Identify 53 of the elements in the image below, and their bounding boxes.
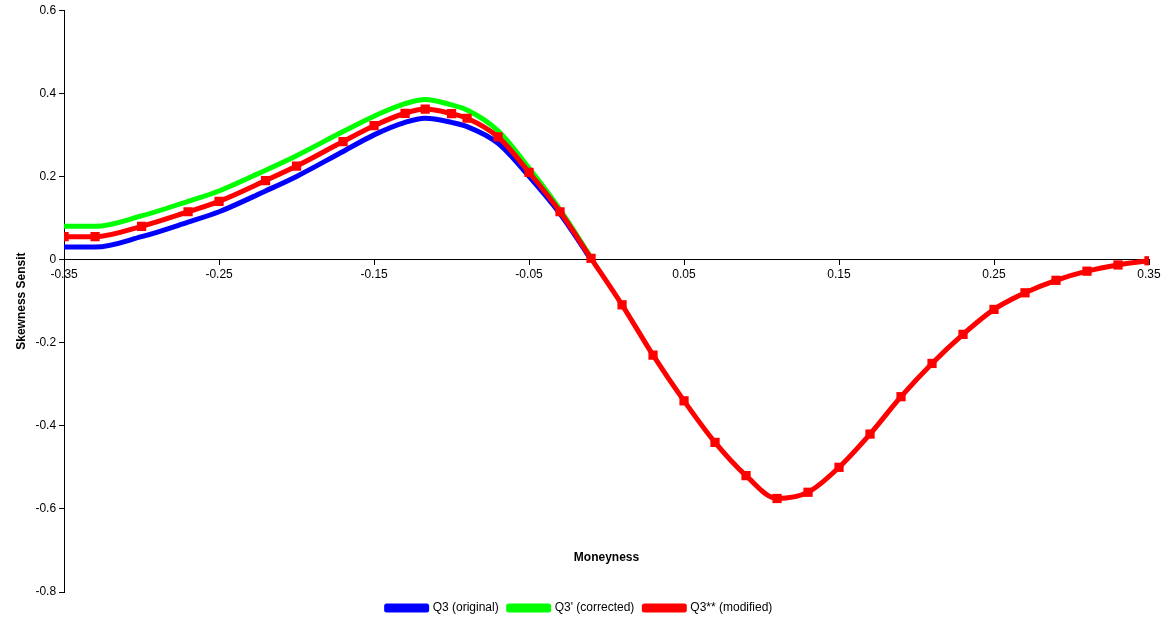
y-tick-label: 0.4 [39,85,57,100]
point [927,358,937,369]
point [555,207,565,217]
point [772,493,782,504]
point [617,300,627,310]
y-tick-label: -0.8 [35,584,57,599]
point [865,429,875,439]
point [183,207,193,217]
point [586,253,596,263]
x-tick-label: 0.05 [672,267,697,282]
point [400,108,410,118]
y-tick-label: 0.2 [39,168,57,183]
legend-label: Q3** (modified) [690,600,773,615]
point [369,121,379,131]
y-axis-title: Skewness Sensit [13,252,28,350]
point [493,132,503,142]
point [710,437,720,448]
x-tick-label: -0.25 [205,267,234,282]
x-tick-label: 0.35 [1137,267,1161,282]
x-tick-label: 0.15 [827,267,852,282]
y-tick-label: 0.6 [39,2,57,17]
point [648,350,658,360]
y-tick-label: -0.4 [35,418,57,433]
y-tick-label: -0.6 [35,501,57,516]
x-tick-label: 0.25 [982,267,1007,282]
x-tick-label: -0.05 [515,267,544,282]
point [679,396,689,406]
point [338,136,348,147]
point [989,304,999,315]
x-axis-title: Moneyness [573,549,640,564]
point [741,471,751,481]
point [214,196,224,206]
point [1020,288,1030,298]
point [1051,275,1061,285]
point [803,487,813,497]
point [834,462,844,472]
legend-label: Q3' (corrected) [554,600,635,615]
point [446,109,457,119]
point [420,104,430,114]
legend-label: Q3 (original) [432,600,499,615]
point [462,113,472,123]
point [1082,266,1092,276]
point [958,329,968,339]
point [291,161,302,171]
point [524,167,534,177]
y-tick-label: 0 [49,251,57,266]
y-tick-label: -0.2 [35,334,57,349]
point [90,232,100,242]
x-tick-label: -0.15 [360,267,389,282]
point [136,221,147,231]
point [260,175,271,186]
point [896,392,906,402]
point [1113,260,1123,270]
